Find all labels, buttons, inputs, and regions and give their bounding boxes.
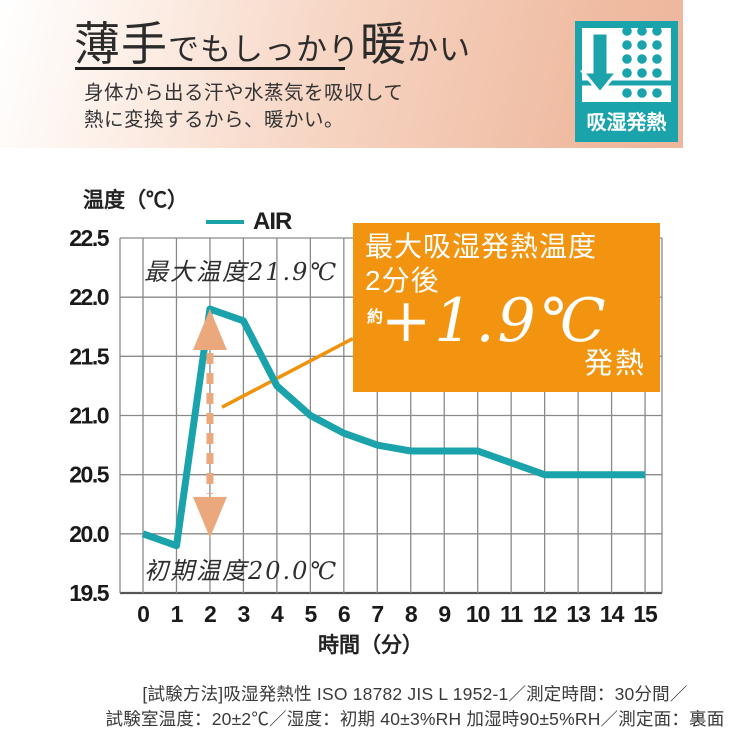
moisture-heat-badge: 吸湿発熱 — [575, 21, 678, 142]
y-tick-label: 20.5 — [69, 462, 109, 488]
legend-label: AIR — [253, 208, 292, 235]
x-tick-label: 11 — [500, 601, 524, 627]
x-tick-label: 0 — [137, 601, 149, 627]
x-tick-label: 5 — [304, 601, 317, 627]
callout-value: +1.9℃ — [381, 286, 609, 357]
x-tick-label: 14 — [600, 601, 625, 627]
x-tick-label: 6 — [338, 601, 350, 627]
moisture-dots-icon — [622, 26, 662, 98]
x-tick-label: 10 — [466, 601, 490, 627]
callout-approx: 約 — [367, 309, 384, 327]
x-axis-title: 時間（分） — [318, 634, 423, 657]
x-tick-label: 12 — [533, 601, 557, 627]
y-tick-label: 21.0 — [69, 403, 108, 429]
y-tick-label: 21.5 — [69, 343, 109, 369]
title-part: 暖 — [360, 18, 407, 70]
subtitle-line-1: 身体から出る汗や水蒸気を吸収して — [84, 82, 404, 104]
callout-value-row: 約 +1.9℃ 発熱 — [365, 286, 648, 390]
delta-arrow-head-down — [192, 496, 227, 538]
y-tick-label: 20.0 — [69, 521, 108, 547]
y-axis-title: 温度（℃） — [83, 189, 188, 212]
x-tick-label: 15 — [633, 601, 658, 627]
legend-line-swatch — [206, 220, 244, 224]
badge-label: 吸湿発熱 — [587, 110, 667, 134]
chart-legend: AIR — [206, 208, 292, 236]
x-tick-label: 8 — [405, 601, 418, 627]
y-tick-label: 22.0 — [69, 284, 108, 310]
header-banner: 薄手でもしっかり暖かい 身体から出る汗や水蒸気を吸収して 熱に変換するから、暖か… — [0, 0, 683, 148]
title-part: かい — [407, 32, 471, 67]
title-underline — [75, 67, 345, 70]
x-tick-label: 2 — [204, 601, 216, 627]
callout-suffix: 発熱 — [583, 348, 646, 381]
footer-line-1: [試験方法]吸湿発熱性 ISO 18782 JIS L 1952-1／測定時間：… — [142, 684, 688, 704]
x-tick-label: 13 — [566, 601, 590, 627]
y-tick-label: 22.5 — [69, 225, 109, 251]
title-part: 薄手 — [74, 18, 168, 70]
callout-leader-line — [221, 337, 354, 409]
callout-line-2: 2分後 — [365, 265, 440, 297]
x-tick-label: 4 — [271, 601, 284, 627]
down-arrow-icon — [579, 31, 621, 96]
annotation-initial-temp: 初期温度20.0℃ — [144, 557, 339, 585]
heat-callout: 最大吸湿発熱温度 2分後 約 +1.9℃ 発熱 — [353, 223, 660, 392]
x-tick-label: 3 — [238, 601, 250, 627]
callout-line-1: 最大吸湿発熱温度 — [365, 231, 598, 262]
footer-line-2: 試験室温度：20±2℃／湿度：初期 40±3%RH 加湿時90±5%RH／測定面… — [105, 708, 725, 729]
annotation-max-temp: 最大温度21.9℃ — [144, 258, 339, 286]
subtitle-line-2: 熱に変換するから、暖かい。 — [84, 109, 345, 131]
temperature-line — [141, 305, 645, 550]
delta-arrow-head-up — [192, 309, 227, 350]
x-tick-label: 7 — [371, 601, 383, 627]
footer-note: [試験方法]吸湿発熱性 ISO 18782 JIS L 1952-1／測定時間：… — [90, 682, 740, 732]
page-title: 薄手でもしっかり暖かい — [74, 8, 471, 74]
title-part: でもしっかり — [168, 32, 360, 67]
y-tick-label: 19.5 — [69, 580, 109, 606]
x-tick-label: 1 — [171, 601, 184, 627]
x-tick-label: 9 — [438, 601, 450, 627]
